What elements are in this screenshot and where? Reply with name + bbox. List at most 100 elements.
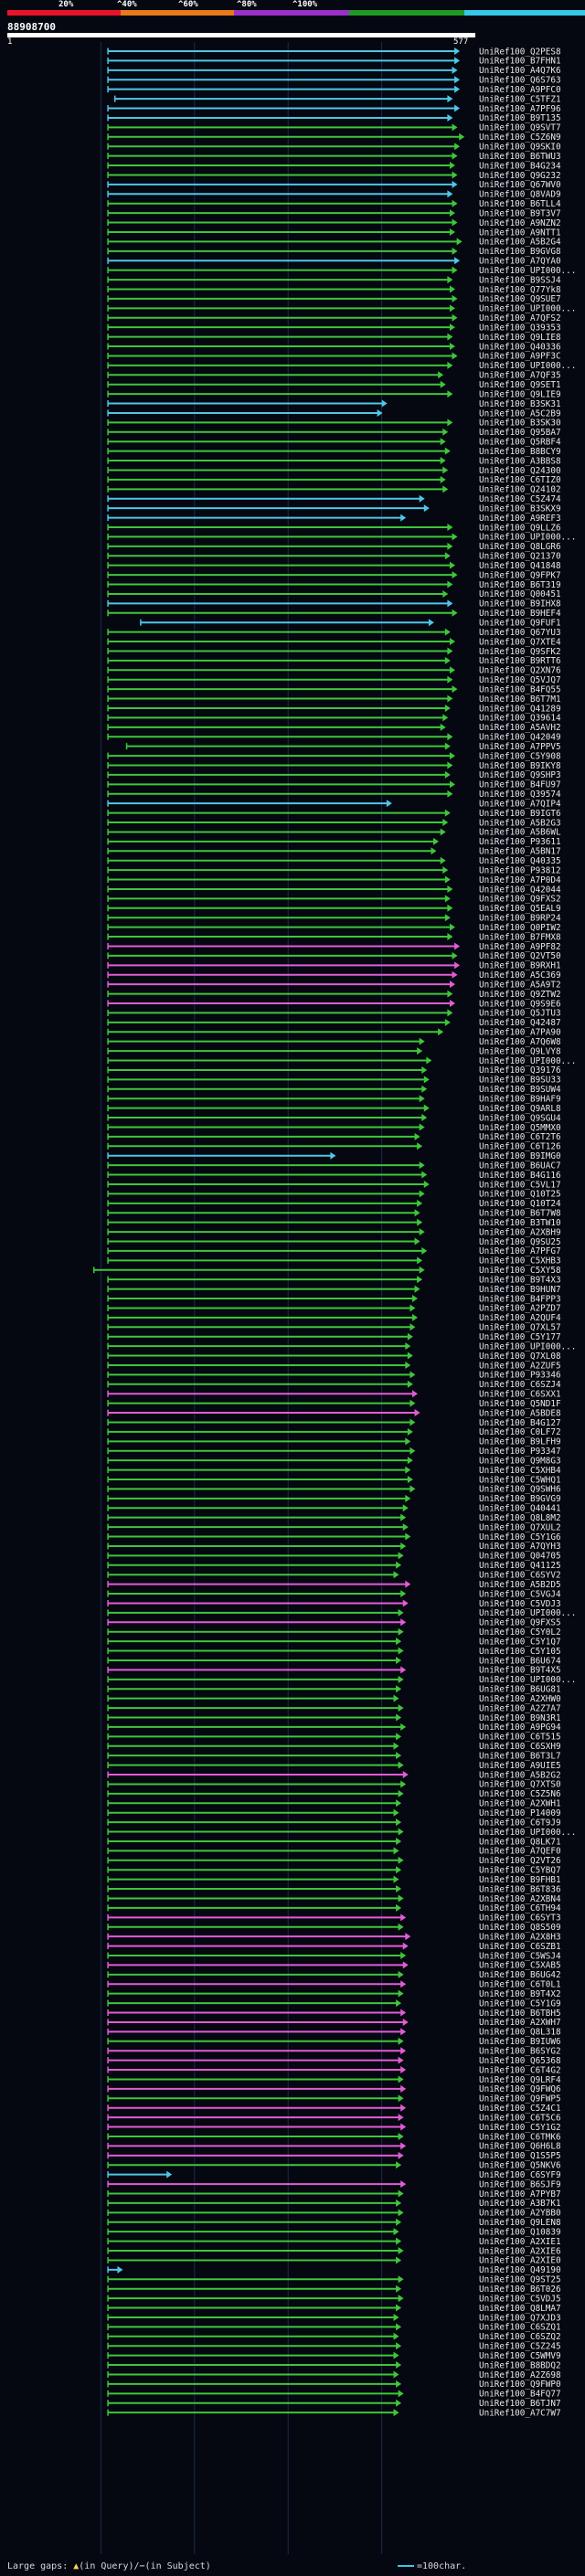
hit-label[interactable]: UniRef100_B9IKY8 — [479, 761, 561, 771]
hit-label[interactable]: UniRef100_A9PG94 — [479, 1723, 561, 1733]
hit-row[interactable]: UniRef100_Q8LK71 — [107, 1837, 561, 1847]
hit-label[interactable]: UniRef100_C5Z6N9 — [479, 133, 561, 143]
hit-label[interactable]: UniRef100_C6SZQ1 — [479, 2323, 561, 2333]
hit-row[interactable]: UniRef100_A2PZD7 — [107, 1304, 561, 1314]
hit-row[interactable]: UniRef100_B9T4X5 — [107, 1666, 561, 1676]
hit-label[interactable]: UniRef100_Q7XUL2 — [479, 1522, 561, 1532]
hit-row[interactable]: UniRef100_A2Z698 — [107, 2370, 561, 2380]
hit-row[interactable]: UniRef100_B6T7W8 — [107, 1209, 561, 1219]
hit-row[interactable]: UniRef100_Q9M8G3 — [107, 1456, 561, 1466]
hit-row[interactable]: UniRef100_Q2PES8 — [107, 47, 561, 57]
hit-row[interactable]: UniRef100_Q41289 — [107, 704, 561, 714]
hit-label[interactable]: UniRef100_Q9S9E6 — [479, 999, 561, 1009]
hit-label[interactable]: UniRef100_C6T4G2 — [479, 2065, 561, 2075]
hit-row[interactable]: UniRef100_Q39353 — [107, 323, 561, 333]
hit-row[interactable]: UniRef100_Q2VT26 — [107, 1856, 561, 1866]
hit-label[interactable]: UniRef100_A7QFS2 — [479, 313, 561, 323]
hit-row[interactable]: UniRef100_A2XIE0 — [107, 2256, 561, 2266]
hit-row[interactable]: UniRef100_C6SZQ1 — [107, 2323, 561, 2333]
hit-row[interactable]: UniRef100_A5B2G2 — [107, 1770, 561, 1780]
hit-label[interactable]: UniRef100_P93611 — [479, 837, 561, 847]
hit-label[interactable]: UniRef100_A2YBB0 — [479, 2209, 561, 2219]
hit-label[interactable]: UniRef100_B9T3V7 — [479, 208, 561, 218]
hit-label[interactable]: UniRef100_A5C2B9 — [479, 408, 561, 419]
hit-row[interactable]: UniRef100_A7QIP4 — [107, 799, 561, 809]
hit-row[interactable]: UniRef100_C6SYF9 — [107, 2170, 561, 2180]
hit-row[interactable]: UniRef100_B3TW10 — [107, 1218, 561, 1228]
hit-row[interactable]: UniRef100_C6T0L1 — [107, 1980, 561, 1990]
hit-label[interactable]: UniRef100_Q40441 — [479, 1504, 561, 1514]
hit-row[interactable]: UniRef100_Q8VAD9 — [107, 190, 561, 200]
hit-row[interactable]: UniRef100_Q9S9E6 — [107, 999, 561, 1009]
hit-row[interactable]: UniRef100_B6T836 — [107, 1884, 561, 1894]
hit-label[interactable]: UniRef100_A5B2G4 — [479, 238, 561, 248]
hit-label[interactable]: UniRef100_C5Z474 — [479, 494, 561, 504]
hit-row[interactable]: UniRef100_B9IUW6 — [107, 2037, 561, 2047]
hit-row[interactable]: UniRef100_C5Y105 — [107, 1647, 561, 1657]
hit-row[interactable]: UniRef100_A9NTT1 — [107, 228, 561, 238]
hit-label[interactable]: UniRef100_C5VDJ5 — [479, 2294, 561, 2304]
hit-label[interactable]: UniRef100_C6T2T6 — [479, 1132, 561, 1142]
hit-label[interactable]: UniRef100_Q42044 — [479, 885, 561, 895]
hit-row[interactable]: UniRef100_C5XAB5 — [107, 1961, 561, 1971]
hit-row[interactable]: UniRef100_Q42487 — [107, 1018, 561, 1028]
hit-label[interactable]: UniRef100_A7PPV5 — [479, 742, 561, 752]
hit-row[interactable]: UniRef100_Q9LEN8 — [107, 2218, 561, 2228]
hit-row[interactable]: UniRef100_B4G116 — [107, 1171, 561, 1181]
hit-label[interactable]: UniRef100_C6T515 — [479, 1733, 561, 1743]
hit-row[interactable]: UniRef100_B6UG81 — [107, 1685, 561, 1695]
hit-row[interactable]: UniRef100_Q10839 — [107, 2227, 561, 2237]
hit-label[interactable]: UniRef100_B8BDQ2 — [479, 2360, 561, 2370]
hit-row[interactable]: UniRef100_Q5JTU3 — [107, 1009, 561, 1019]
hit-row[interactable]: UniRef100_Q8LGR6 — [107, 542, 561, 552]
hit-row[interactable]: UniRef100_A7QYA0 — [107, 257, 561, 267]
hit-label[interactable]: UniRef100_Q2VT50 — [479, 951, 561, 961]
hit-label[interactable]: UniRef100_C5YBQ7 — [479, 1866, 561, 1876]
hit-row[interactable]: UniRef100_C5WHQ1 — [107, 1475, 561, 1485]
hit-label[interactable]: UniRef100_A9REF3 — [479, 514, 561, 524]
hit-row[interactable]: UniRef100_B9N3R1 — [107, 1713, 561, 1723]
hit-row[interactable]: UniRef100_C5XHB4 — [107, 1466, 561, 1476]
hit-row[interactable]: UniRef100_Q95BA7 — [107, 428, 561, 438]
hit-label[interactable]: UniRef100_Q9FUF1 — [479, 619, 561, 629]
hit-row[interactable]: UniRef100_Q7XTE4 — [107, 637, 561, 647]
hit-row[interactable]: UniRef100_Q21370 — [107, 552, 561, 562]
hit-row[interactable]: UniRef100_A7QYH3 — [107, 1542, 561, 1552]
hit-label[interactable]: UniRef100_Q8LMA7 — [479, 2304, 561, 2314]
hit-label[interactable]: UniRef100_B6T7M1 — [479, 694, 561, 705]
hit-label[interactable]: UniRef100_UPI000... — [479, 304, 576, 314]
hit-label[interactable]: UniRef100_A7PA90 — [479, 1028, 561, 1038]
hit-row[interactable]: UniRef100_UPI000... — [107, 1608, 576, 1618]
hit-row[interactable]: UniRef100_C5Z4C1 — [107, 2104, 561, 2114]
hit-label[interactable]: UniRef100_B9SU33 — [479, 1076, 561, 1086]
hit-label[interactable]: UniRef100_B4FU97 — [479, 780, 561, 790]
hit-label[interactable]: UniRef100_B6T836 — [479, 1884, 561, 1894]
hit-label[interactable]: UniRef100_UPI000... — [479, 1675, 576, 1685]
hit-label[interactable]: UniRef100_A2XIE6 — [479, 2246, 561, 2256]
hit-row[interactable]: UniRef100_Q5EAL9 — [107, 904, 561, 914]
hit-row[interactable]: UniRef100_C6T5C6 — [107, 2113, 561, 2123]
hit-row[interactable]: UniRef100_B9LFH9 — [107, 1437, 561, 1447]
hit-row[interactable]: UniRef100_C5Y908 — [107, 751, 561, 761]
hit-label[interactable]: UniRef100_Q9SGU4 — [479, 1113, 561, 1123]
hit-row[interactable]: UniRef100_A3B7K1 — [107, 2199, 561, 2209]
hit-label[interactable]: UniRef100_Q9ZTW2 — [479, 990, 561, 1000]
hit-label[interactable]: UniRef100_P93346 — [479, 1371, 561, 1381]
hit-label[interactable]: UniRef100_A5C369 — [479, 970, 561, 981]
hit-label[interactable]: UniRef100_B4G116 — [479, 1171, 561, 1181]
hit-label[interactable]: UniRef100_B9HEF4 — [479, 609, 561, 619]
hit-label[interactable]: UniRef100_Q5MMX0 — [479, 1123, 561, 1133]
hit-row[interactable]: UniRef100_Q9SHP3 — [107, 770, 561, 780]
hit-row[interactable]: UniRef100_A5A9T2 — [107, 980, 561, 990]
hit-label[interactable]: UniRef100_Q1S5P5 — [479, 2151, 561, 2161]
hit-label[interactable]: UniRef100_B6TWU3 — [479, 152, 561, 162]
hit-row[interactable]: UniRef100_B6TBH5 — [107, 2009, 561, 2019]
hit-label[interactable]: UniRef100_A7P0D4 — [479, 875, 561, 885]
hit-row[interactable]: UniRef100_Q9SFK2 — [107, 647, 561, 657]
hit-row[interactable]: UniRef100_Q7XL57 — [107, 1323, 561, 1333]
hit-label[interactable]: UniRef100_Q6H6L8 — [479, 2142, 561, 2152]
hit-label[interactable]: UniRef100_Q7XL57 — [479, 1323, 561, 1333]
hit-label[interactable]: UniRef100_C5Y0L2 — [479, 1627, 561, 1638]
hit-row[interactable]: UniRef100_A7PPV5 — [125, 742, 561, 752]
hit-label[interactable]: UniRef100_C6SXX1 — [479, 1390, 561, 1400]
